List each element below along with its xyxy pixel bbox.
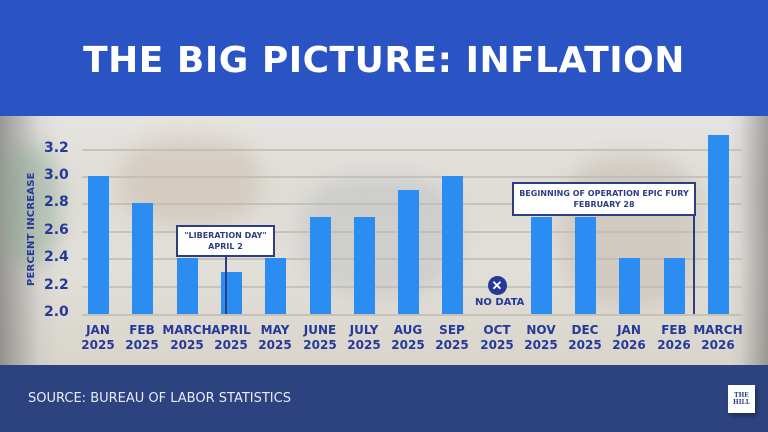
y-tick-label: 2.2 bbox=[44, 276, 69, 293]
x-label-year: 2025 bbox=[435, 338, 469, 352]
x-axis-label: NOV 2025 bbox=[511, 323, 571, 353]
x-label-year: 2026 bbox=[657, 338, 691, 352]
liberation-day-leader-line bbox=[225, 255, 227, 314]
page-title: THE BIG PICTURE: INFLATION bbox=[83, 39, 685, 81]
epic-fury-leader-line bbox=[693, 214, 695, 314]
annotation-text: APRIL 2 bbox=[208, 242, 243, 251]
x-label-year: 2025 bbox=[303, 338, 337, 352]
x-label-month: JAN bbox=[86, 323, 110, 337]
x-label-year: 2026 bbox=[612, 338, 646, 352]
x-label-month: FEB bbox=[661, 323, 687, 337]
no-data-x-icon: ✕ bbox=[487, 276, 507, 295]
x-axis-label: JULY 2025 bbox=[334, 323, 394, 353]
no-data-label: NO DATA bbox=[475, 297, 525, 308]
x-axis-label: FEB 2026 bbox=[644, 323, 704, 353]
x-label-month: JAN bbox=[617, 323, 641, 337]
y-tick-label: 2.0 bbox=[44, 304, 69, 320]
footer-banner: SOURCE: BUREAU OF LABOR STATISTICS THE H… bbox=[0, 365, 768, 432]
gridline bbox=[82, 176, 742, 178]
x-axis-label: SEP 2025 bbox=[422, 323, 482, 353]
x-axis-label: AUG 2025 bbox=[378, 323, 438, 353]
y-tick-label: 3.2 bbox=[44, 139, 69, 156]
x-label-month: AUG bbox=[393, 323, 423, 337]
x-label-month: JULY bbox=[349, 323, 379, 337]
bar-march-2026 bbox=[707, 134, 729, 314]
x-label-month: DEC bbox=[571, 323, 599, 337]
annotation-text: FEBRUARY 28 bbox=[573, 200, 635, 209]
x-label-month: MARCH bbox=[693, 323, 743, 337]
bar-sep-2025 bbox=[441, 176, 463, 314]
annotation-text: "LIBERATION DAY" bbox=[184, 231, 267, 240]
bar-aug-2025 bbox=[397, 189, 419, 314]
logo-line-1: THE bbox=[734, 392, 749, 399]
bar-april-2025 bbox=[220, 271, 242, 314]
x-axis-label: MARCH 2025 bbox=[157, 323, 217, 353]
gridline bbox=[82, 148, 742, 151]
y-tick-label: 3.0 bbox=[44, 167, 69, 183]
background-blur bbox=[0, 146, 60, 266]
x-label-year: 2025 bbox=[568, 338, 602, 352]
the-hill-logo: THE HILL bbox=[728, 385, 755, 413]
x-axis-label: DEC 2025 bbox=[555, 323, 615, 353]
x-label-month: FEB bbox=[129, 323, 155, 337]
header-banner: THE BIG PICTURE: INFLATION bbox=[0, 0, 768, 116]
bar-jan-2025 bbox=[87, 176, 109, 314]
x-label-year: 2025 bbox=[125, 338, 159, 352]
annotation-text: BEGINNING OF OPERATION EPIC FURY bbox=[519, 189, 689, 198]
x-label-year: 2025 bbox=[480, 338, 514, 352]
x-label-month: OCT bbox=[483, 323, 511, 337]
x-axis-label: JAN 2026 bbox=[599, 323, 659, 353]
x-label-month: APRIL bbox=[211, 323, 251, 337]
bar-feb-2026 bbox=[663, 258, 685, 314]
x-label-year: 2025 bbox=[214, 338, 248, 352]
x-axis-label: OCT 2025 bbox=[467, 323, 527, 353]
bar-feb-2025 bbox=[131, 203, 153, 314]
x-label-year: 2025 bbox=[81, 338, 115, 352]
chart-background bbox=[0, 116, 768, 365]
x-label-year: 2025 bbox=[258, 338, 292, 352]
y-tick-label: 2.4 bbox=[44, 249, 69, 266]
bar-march-2025 bbox=[176, 258, 198, 314]
bar-dec-2025 bbox=[574, 217, 596, 314]
x-label-month: MAY bbox=[260, 323, 290, 337]
x-axis-label: APRIL 2025 bbox=[201, 323, 261, 353]
x-axis-label: JUNE 2025 bbox=[290, 323, 350, 353]
x-label-year: 2026 bbox=[701, 338, 735, 352]
bar-june-2025 bbox=[309, 217, 331, 314]
x-axis-line bbox=[82, 314, 742, 316]
x-label-month: JUNE bbox=[303, 323, 337, 337]
x-label-year: 2025 bbox=[170, 338, 204, 352]
bar-nov-2025 bbox=[530, 217, 552, 314]
y-tick-label: 2.8 bbox=[44, 194, 69, 211]
x-label-year: 2025 bbox=[347, 338, 381, 352]
x-axis-label: JAN 2025 bbox=[68, 323, 128, 353]
x-label-month: NOV bbox=[526, 323, 556, 337]
liberation-day-annotation: "LIBERATION DAY" APRIL 2 bbox=[176, 225, 275, 257]
source-text: SOURCE: BUREAU OF LABOR STATISTICS bbox=[28, 391, 291, 406]
bar-may-2025 bbox=[264, 258, 286, 314]
x-label-month: MARCH bbox=[162, 323, 212, 337]
x-label-year: 2025 bbox=[524, 338, 558, 352]
logo-line-2: HILL bbox=[733, 399, 750, 406]
x-label-month: SEP bbox=[439, 323, 465, 337]
y-tick-label: 2.6 bbox=[44, 221, 69, 238]
epic-fury-annotation: BEGINNING OF OPERATION EPIC FURY FEBRUARY… bbox=[512, 182, 696, 216]
x-axis-label: MARCH 2026 bbox=[688, 323, 748, 353]
bar-jan-2026 bbox=[618, 258, 640, 314]
y-axis-title: PERCENT INCREASE bbox=[26, 172, 37, 286]
x-axis-label: FEB 2025 bbox=[112, 323, 172, 353]
x-label-year: 2025 bbox=[391, 338, 425, 352]
x-axis-label: MAY 2025 bbox=[245, 323, 305, 353]
bar-july-2025 bbox=[353, 217, 375, 314]
